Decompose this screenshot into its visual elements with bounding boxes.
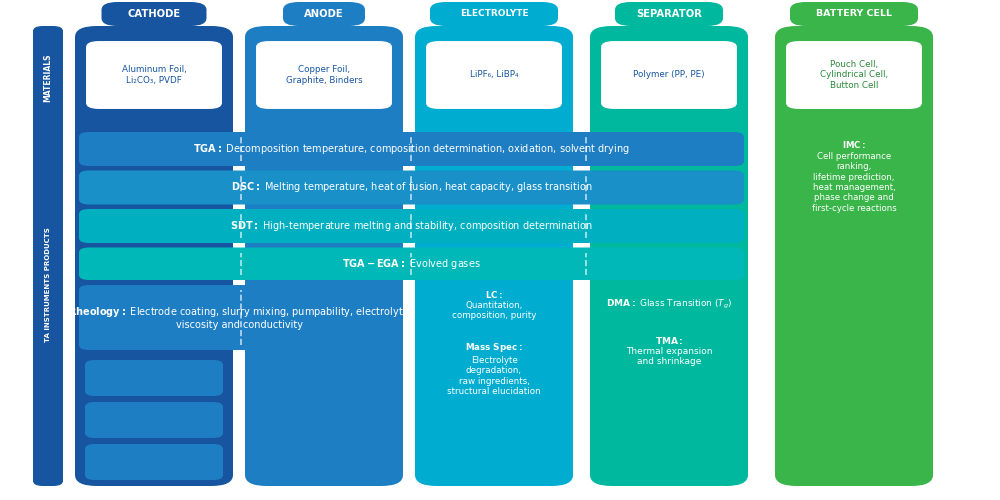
FancyBboxPatch shape [79, 132, 744, 166]
FancyBboxPatch shape [590, 26, 748, 486]
FancyBboxPatch shape [596, 326, 742, 375]
Text: $\mathbf{TGA-EGA:}$ Evolved gases: $\mathbf{TGA-EGA:}$ Evolved gases [342, 257, 481, 270]
FancyBboxPatch shape [430, 2, 558, 26]
FancyBboxPatch shape [784, 244, 924, 280]
FancyBboxPatch shape [75, 26, 233, 486]
FancyBboxPatch shape [85, 360, 223, 396]
FancyBboxPatch shape [415, 26, 573, 486]
FancyBboxPatch shape [596, 415, 742, 445]
FancyBboxPatch shape [785, 40, 923, 110]
FancyBboxPatch shape [784, 360, 924, 396]
Text: MATERIALS: MATERIALS [44, 53, 52, 102]
Text: ANODE: ANODE [304, 9, 344, 19]
FancyBboxPatch shape [596, 286, 742, 322]
FancyBboxPatch shape [615, 2, 723, 26]
Text: $\mathbf{TMA:}$
Thermal expansion
and shrinkage: $\mathbf{TMA:}$ Thermal expansion and sh… [626, 334, 712, 366]
FancyBboxPatch shape [423, 286, 565, 322]
FancyBboxPatch shape [784, 121, 924, 231]
Text: Aluminum Foil,
Li₂CO₃, PVDF: Aluminum Foil, Li₂CO₃, PVDF [122, 66, 186, 84]
Text: BATTERY CELL: BATTERY CELL [816, 10, 892, 18]
FancyBboxPatch shape [79, 285, 399, 350]
FancyBboxPatch shape [79, 248, 744, 280]
FancyBboxPatch shape [245, 26, 403, 486]
FancyBboxPatch shape [79, 170, 744, 204]
FancyBboxPatch shape [790, 2, 918, 26]
FancyBboxPatch shape [423, 328, 565, 410]
FancyBboxPatch shape [255, 360, 393, 396]
FancyBboxPatch shape [425, 40, 563, 110]
FancyBboxPatch shape [283, 2, 365, 26]
FancyBboxPatch shape [255, 444, 393, 480]
FancyBboxPatch shape [85, 402, 223, 438]
FancyBboxPatch shape [596, 450, 742, 480]
FancyBboxPatch shape [784, 402, 924, 438]
FancyBboxPatch shape [775, 26, 933, 486]
Text: $\mathbf{SDT:}$ High-temperature melting and stability, composition determinatio: $\mathbf{SDT:}$ High-temperature melting… [230, 219, 593, 233]
Text: ELECTROLYTE: ELECTROLYTE [460, 10, 528, 18]
Text: $\mathbf{Rheology:}$ Electrode coating, slurry mixing, pumpability, electrolyte
: $\mathbf{Rheology:}$ Electrode coating, … [68, 304, 410, 330]
Text: Polymer (PP, PE): Polymer (PP, PE) [633, 70, 705, 80]
FancyBboxPatch shape [85, 40, 223, 110]
FancyBboxPatch shape [255, 402, 393, 438]
Text: CATHODE: CATHODE [127, 9, 181, 19]
Text: Copper Foil,
Graphite, Binders: Copper Foil, Graphite, Binders [286, 66, 362, 84]
FancyBboxPatch shape [600, 40, 738, 110]
FancyBboxPatch shape [784, 444, 924, 480]
Text: $\mathbf{TGA:}$ Decomposition temperature, composition determination, oxidation,: $\mathbf{TGA:}$ Decomposition temperatur… [193, 142, 630, 156]
FancyBboxPatch shape [102, 2, 207, 26]
Text: LiPF₆, LiBP₄: LiPF₆, LiBP₄ [470, 70, 518, 80]
Text: SEPARATOR: SEPARATOR [636, 9, 702, 19]
FancyBboxPatch shape [255, 40, 393, 110]
Text: $\mathbf{DSC:}$ Melting temperature, heat of fusion, heat capacity, glass transi: $\mathbf{DSC:}$ Melting temperature, hea… [231, 180, 592, 194]
Text: $\mathbf{LC:}$
Quantitation,
composition, purity: $\mathbf{LC:}$ Quantitation, composition… [452, 288, 536, 320]
Text: $\mathbf{DMA:}$ Glass Transition ($T_g$): $\mathbf{DMA:}$ Glass Transition ($T_g$) [606, 298, 732, 310]
FancyBboxPatch shape [79, 209, 744, 243]
Text: TA INSTRUMENTS PRODUCTS: TA INSTRUMENTS PRODUCTS [45, 228, 51, 342]
FancyBboxPatch shape [33, 26, 63, 486]
FancyBboxPatch shape [85, 444, 223, 480]
Text: $\mathbf{Mass\ Spec:}$
Electrolyte
degradation,
raw ingredients,
structural eluc: $\mathbf{Mass\ Spec:}$ Electrolyte degra… [447, 342, 541, 396]
Text: Pouch Cell,
Cylindrical Cell,
Button Cell: Pouch Cell, Cylindrical Cell, Button Cel… [820, 60, 888, 90]
Text: $\mathbf{IMC:}$
Cell performance
ranking,
lifetime prediction,
heat management,
: $\mathbf{IMC:}$ Cell performance ranking… [812, 140, 896, 212]
FancyBboxPatch shape [596, 380, 742, 410]
